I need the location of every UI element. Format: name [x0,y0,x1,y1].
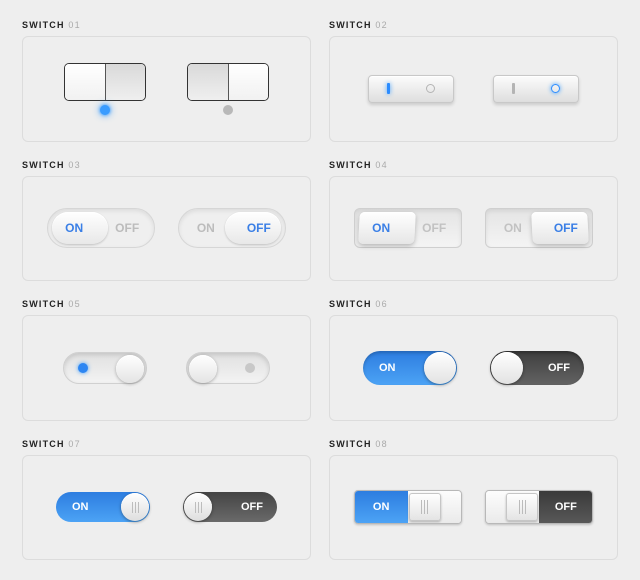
switch-07-off[interactable]: OFF [183,492,277,522]
panel-label: SWITCH 07 [22,439,311,449]
off-label: OFF [408,221,461,235]
panel-label: SWITCH 01 [22,20,311,30]
round-knob [189,355,217,383]
label-word: SWITCH [329,20,372,30]
switch-01-off[interactable] [187,63,269,115]
off-label: OFF [101,221,154,235]
panel-box: ON OFF ON OFF [22,176,311,282]
grip-line-icon [138,502,139,513]
panel-switch-04: SWITCH 04 ON OFF ON OFF [329,160,618,282]
grip-knob [184,493,212,521]
o-glyph-icon [551,84,560,93]
switch-05-off[interactable] [186,352,270,384]
grip-line-icon [525,500,526,514]
grip-line-icon [522,500,523,514]
label-word: SWITCH [22,299,65,309]
switch-06-off[interactable]: OFF [490,351,584,385]
grip-knob [506,493,538,521]
switch-06-on[interactable]: ON [363,351,457,385]
switch-04-on[interactable]: ON OFF [354,208,462,248]
status-dot-icon [245,363,255,373]
on-label: ON [72,501,89,513]
switch-02-off[interactable] [493,75,579,103]
off-label: OFF [539,221,592,235]
label-word: SWITCH [329,160,372,170]
switch-03-off[interactable]: ON OFF [178,208,286,248]
switch-02-on[interactable] [368,75,454,103]
status-dot-icon [78,363,88,373]
panel-box: ON OFF [329,455,618,561]
on-label: ON [48,221,101,235]
grip-line-icon [198,502,199,513]
off-label: OFF [539,491,592,523]
panel-label: SWITCH 02 [329,20,618,30]
switch-05-on[interactable] [63,352,147,384]
grip-line-icon [427,500,428,514]
panel-label: SWITCH 08 [329,439,618,449]
on-label: ON [355,491,408,523]
panel-switch-07: SWITCH 07 ON OFF [22,439,311,561]
panel-label: SWITCH 05 [22,299,311,309]
panel-box: ON OFF ON OFF [329,176,618,282]
switch-04-off[interactable]: ON OFF [485,208,593,248]
on-label: ON [486,221,539,235]
panel-box: ON OFF [329,315,618,421]
label-num: 06 [375,299,387,309]
panel-label: SWITCH 03 [22,160,311,170]
panel-switch-05: SWITCH 05 [22,299,311,421]
off-label: OFF [241,501,263,513]
round-knob [116,355,144,383]
panel-box [22,36,311,142]
grip-line-icon [201,502,202,513]
panel-label: SWITCH 06 [329,299,618,309]
panel-switch-02: SWITCH 02 [329,20,618,142]
led-indicator-icon [100,105,110,115]
round-knob [491,352,523,384]
on-label: ON [355,221,408,235]
on-label: ON [179,221,232,235]
panel-box [22,315,311,421]
grip-line-icon [135,502,136,513]
switch-03-on[interactable]: ON OFF [47,208,155,248]
grip-knob [121,493,149,521]
o-glyph-icon [426,84,435,93]
on-label: ON [379,362,396,374]
off-label: OFF [548,362,570,374]
i-glyph-icon [387,83,390,94]
label-word: SWITCH [329,439,372,449]
switch-08-off[interactable]: OFF [485,490,593,524]
switch-08-on[interactable]: ON [354,490,462,524]
label-word: SWITCH [22,439,65,449]
panel-label: SWITCH 04 [329,160,618,170]
grip-knob [409,493,441,521]
label-word: SWITCH [22,160,65,170]
grip-line-icon [132,502,133,513]
label-num: 01 [68,20,80,30]
off-label: OFF [232,221,285,235]
panel-switch-03: SWITCH 03 ON OFF ON OFF [22,160,311,282]
label-num: 03 [68,160,80,170]
panel-switch-08: SWITCH 08 ON OFF [329,439,618,561]
grip-line-icon [424,500,425,514]
label-num: 08 [375,439,387,449]
led-indicator-icon [223,105,233,115]
panel-box [329,36,618,142]
i-glyph-icon [512,83,515,94]
label-word: SWITCH [22,20,65,30]
panel-box: ON OFF [22,455,311,561]
panel-switch-06: SWITCH 06 ON OFF [329,299,618,421]
label-num: 04 [375,160,387,170]
grip-line-icon [421,500,422,514]
grip-line-icon [195,502,196,513]
switch-07-on[interactable]: ON [56,492,150,522]
panel-switch-01: SWITCH 01 [22,20,311,142]
round-knob [424,352,456,384]
switch-01-on[interactable] [64,63,146,115]
grip-line-icon [519,500,520,514]
label-num: 05 [68,299,80,309]
label-num: 02 [375,20,387,30]
label-word: SWITCH [329,299,372,309]
label-num: 07 [68,439,80,449]
